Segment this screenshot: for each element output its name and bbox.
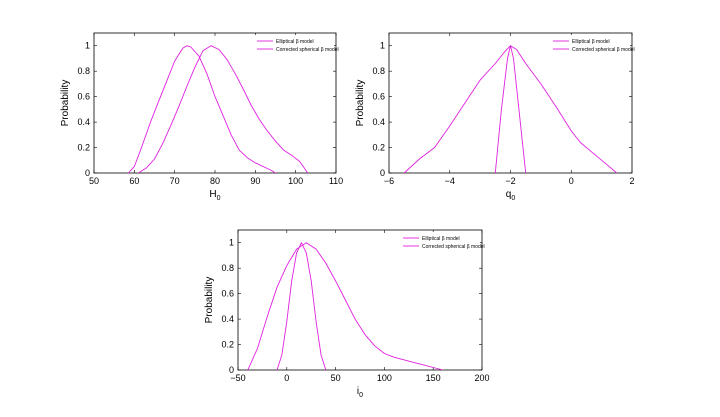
x-tick-label: 0 — [569, 176, 574, 186]
legend: Elliptical β model Corrected spherical β… — [254, 35, 339, 59]
series-lines — [247, 242, 444, 371]
legend-box — [254, 35, 334, 59]
series-lines — [403, 45, 618, 174]
x-tick-label: 110 — [329, 176, 343, 186]
y-axis-label: Probability — [204, 277, 215, 324]
legend-label-elliptical: Elliptical β model — [572, 39, 610, 45]
x-tick-label: −2 — [505, 176, 515, 186]
x-axis-label-subscript: 0 — [359, 392, 363, 399]
legend-label-corrected: Corrected spherical β model — [572, 47, 635, 53]
x-tick-label: 2 — [629, 176, 634, 186]
axes-ticks: −6 −4 −2 0 2 0 0.2 0.4 0.6 0.8 1 — [372, 33, 635, 186]
x-tick-label: 80 — [210, 176, 220, 186]
x-axis-label-subscript: 0 — [217, 195, 221, 202]
y-tick-label: 0 — [380, 168, 385, 178]
x-axis-label-main: i — [357, 386, 359, 397]
y-tick-label: 0.8 — [221, 263, 234, 273]
legend-label-corrected: Corrected spherical β model — [276, 47, 339, 53]
x-tick-label: 200 — [474, 373, 489, 383]
series-line-elliptical — [247, 242, 444, 371]
x-tick-label: 50 — [331, 373, 341, 383]
y-tick-label: 0.4 — [77, 117, 90, 127]
y-tick-label: 0.6 — [221, 289, 234, 299]
y-tick-label: 1 — [229, 238, 234, 248]
y-tick-label: 0 — [229, 365, 234, 375]
legend-box — [400, 232, 480, 256]
y-tick-label: 0.8 — [77, 66, 90, 76]
x-tick-label: 90 — [250, 176, 260, 186]
y-tick-label: 0.4 — [372, 117, 385, 127]
x-tick-label: 100 — [377, 373, 392, 383]
y-tick-label: 1 — [85, 41, 90, 51]
y-tick-label: 0.4 — [221, 314, 234, 324]
x-tick-label: −50 — [230, 373, 245, 383]
plot-frame — [237, 229, 483, 371]
series-line-elliptical — [138, 45, 309, 174]
x-axis-label-main: H — [209, 189, 216, 200]
legend-label-elliptical: Elliptical β model — [276, 39, 314, 45]
x-axis-label-main: q — [506, 189, 512, 200]
x-tick-label: 100 — [288, 176, 303, 186]
y-tick-label: 0.2 — [372, 143, 385, 153]
y-tick-label: 1 — [380, 41, 385, 51]
series-line-elliptical — [403, 45, 618, 174]
series-line-corrected — [276, 242, 327, 371]
y-axis-label: Probability — [60, 80, 71, 127]
y-tick-label: 0.8 — [372, 66, 385, 76]
x-tick-label: 60 — [129, 176, 139, 186]
legend-label-elliptical: Elliptical β model — [422, 236, 460, 242]
x-tick-label: −4 — [445, 176, 455, 186]
y-axis-label: Probability — [355, 80, 366, 127]
x-tick-label: 150 — [426, 373, 441, 383]
y-tick-label: 0.2 — [221, 340, 234, 350]
x-axis-label: q0 — [506, 189, 516, 202]
legend-label-corrected: Corrected spherical β model — [422, 244, 485, 250]
x-axis-label-subscript: 0 — [511, 195, 515, 202]
x-tick-label: 0 — [284, 373, 289, 383]
y-tick-label: 0.6 — [77, 92, 90, 102]
y-tick-label: 0.2 — [77, 143, 90, 153]
legend: Elliptical β model Corrected spherical β… — [400, 232, 485, 256]
legend: Elliptical β model Corrected spherical β… — [550, 35, 635, 59]
legend-box — [550, 35, 630, 59]
x-tick-label: −6 — [384, 176, 394, 186]
series-lines — [127, 45, 309, 174]
x-axis-label: H0 — [209, 189, 220, 202]
panel-q0: −6 −4 −2 0 200.20.40.60.81 q0 Probability El… — [355, 32, 635, 202]
x-tick-label: 70 — [170, 176, 180, 186]
series-line-corrected — [494, 45, 527, 174]
y-tick-label: 0 — [85, 168, 90, 178]
x-axis-label: i0 — [357, 386, 363, 399]
series-line-corrected — [127, 45, 276, 174]
x-tick-label: 50 — [89, 176, 99, 186]
y-tick-label: 0.6 — [372, 92, 385, 102]
